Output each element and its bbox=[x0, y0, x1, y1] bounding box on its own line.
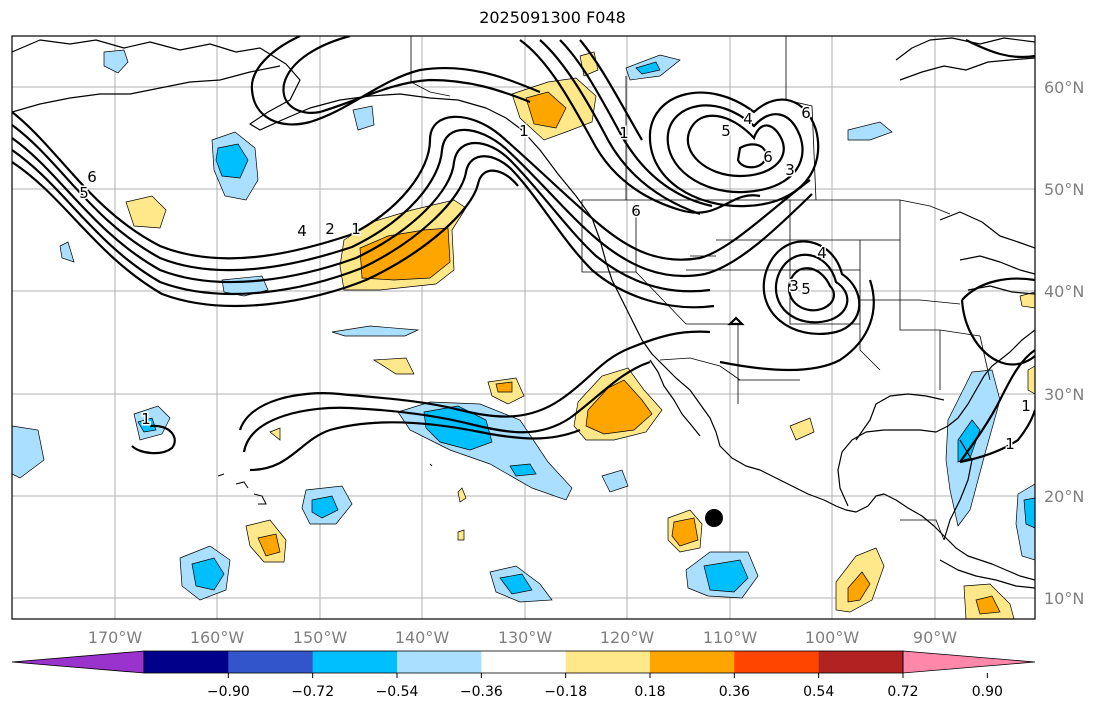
contour-label: 1 bbox=[351, 220, 361, 238]
lon-label-170w: 170°W bbox=[88, 628, 143, 647]
contour-label: 5 bbox=[801, 280, 811, 298]
lat-label-30n: 30°N bbox=[1044, 385, 1084, 404]
contour-label: 6 bbox=[801, 104, 811, 122]
map-frame bbox=[11, 35, 1036, 620]
colorbar-tick-label: 0.54 bbox=[803, 684, 834, 700]
contour-label: 1 bbox=[1021, 397, 1031, 415]
colorbar-tick-label: −0.90 bbox=[207, 684, 250, 700]
map-title: 2025091300 F048 bbox=[479, 8, 626, 27]
colorbar-tick-label: 0.36 bbox=[719, 684, 750, 700]
colorbar-tick-label: 0.72 bbox=[887, 684, 918, 700]
contour-label: 4 bbox=[817, 244, 827, 262]
colorbar-tick-label: −0.72 bbox=[291, 684, 334, 700]
lon-label-120w: 120°W bbox=[600, 628, 655, 647]
contour-label: 6 bbox=[631, 202, 641, 220]
colorbar-tick-label: 0.90 bbox=[972, 684, 1003, 700]
contour-label: 2 bbox=[325, 220, 335, 238]
contour-label: 6 bbox=[763, 148, 773, 166]
lon-label-110w: 110°W bbox=[703, 628, 758, 647]
colorbar-tick-label: 0.18 bbox=[634, 684, 665, 700]
contour-label: 6 bbox=[87, 168, 97, 186]
colorbar-outline bbox=[143, 650, 904, 674]
lon-label-150w: 150°W bbox=[293, 628, 348, 647]
contour-label: 1 bbox=[519, 122, 529, 140]
colorbar-segment bbox=[312, 651, 398, 673]
lat-label-10n: 10°N bbox=[1044, 589, 1084, 608]
lon-label-130w: 130°W bbox=[498, 628, 553, 647]
colorbar-segment bbox=[228, 651, 314, 673]
latitude-labels: 60°N 50°N 40°N 30°N 20°N 10°N bbox=[1044, 78, 1084, 608]
lat-label-60n: 60°N bbox=[1044, 78, 1084, 97]
lat-label-20n: 20°N bbox=[1044, 487, 1084, 506]
lat-label-50n: 50°N bbox=[1044, 180, 1084, 199]
contour-label: 1 bbox=[619, 124, 629, 142]
colorbar-segment bbox=[650, 651, 735, 673]
lat-label-40n: 40°N bbox=[1044, 282, 1084, 301]
lon-label-160w: 160°W bbox=[190, 628, 245, 647]
colorbar-tick-labels: −0.90 −0.72 −0.54 −0.36 −0.18 0.18 0.36 0.54 0.7… bbox=[207, 673, 1003, 700]
contour-label: 1 bbox=[141, 410, 151, 428]
contour-label: 4 bbox=[743, 110, 753, 128]
contour-lines bbox=[12, 36, 1035, 472]
contour-label: 4 bbox=[297, 222, 307, 240]
colorbar-extend-high bbox=[902, 650, 1036, 674]
colorbar-segment bbox=[397, 651, 482, 673]
colorbar-extend-low bbox=[11, 650, 145, 674]
lon-label-140w: 140°W bbox=[395, 628, 450, 647]
contour-label: 3 bbox=[785, 161, 795, 179]
colorbar-segment bbox=[734, 651, 820, 673]
political-borders bbox=[410, 36, 991, 541]
contour-label: 5 bbox=[721, 122, 731, 140]
island-outlines bbox=[217, 463, 433, 505]
contour-label: 3 bbox=[789, 277, 799, 295]
colorbar-tick-label: −0.18 bbox=[544, 684, 587, 700]
colorbar-tick-label: −0.54 bbox=[376, 684, 419, 700]
contour-label: 1 bbox=[1005, 435, 1015, 453]
lon-label-90w: 90°W bbox=[913, 628, 957, 647]
colorbar-segment bbox=[144, 651, 229, 673]
contour-label: 5 bbox=[79, 184, 89, 202]
lon-label-100w: 100°W bbox=[805, 628, 860, 647]
colorbar-segment bbox=[565, 651, 651, 673]
colorbar-segment bbox=[818, 651, 904, 673]
point-marker bbox=[705, 509, 723, 527]
gridlines bbox=[12, 36, 1035, 619]
longitude-labels: 170°W 160°W 150°W 140°W 130°W 120°W 110°… bbox=[88, 628, 957, 647]
colorbar bbox=[11, 650, 1036, 674]
colorbar-tick-label: −0.36 bbox=[460, 684, 503, 700]
colorbar-segment bbox=[481, 651, 567, 673]
